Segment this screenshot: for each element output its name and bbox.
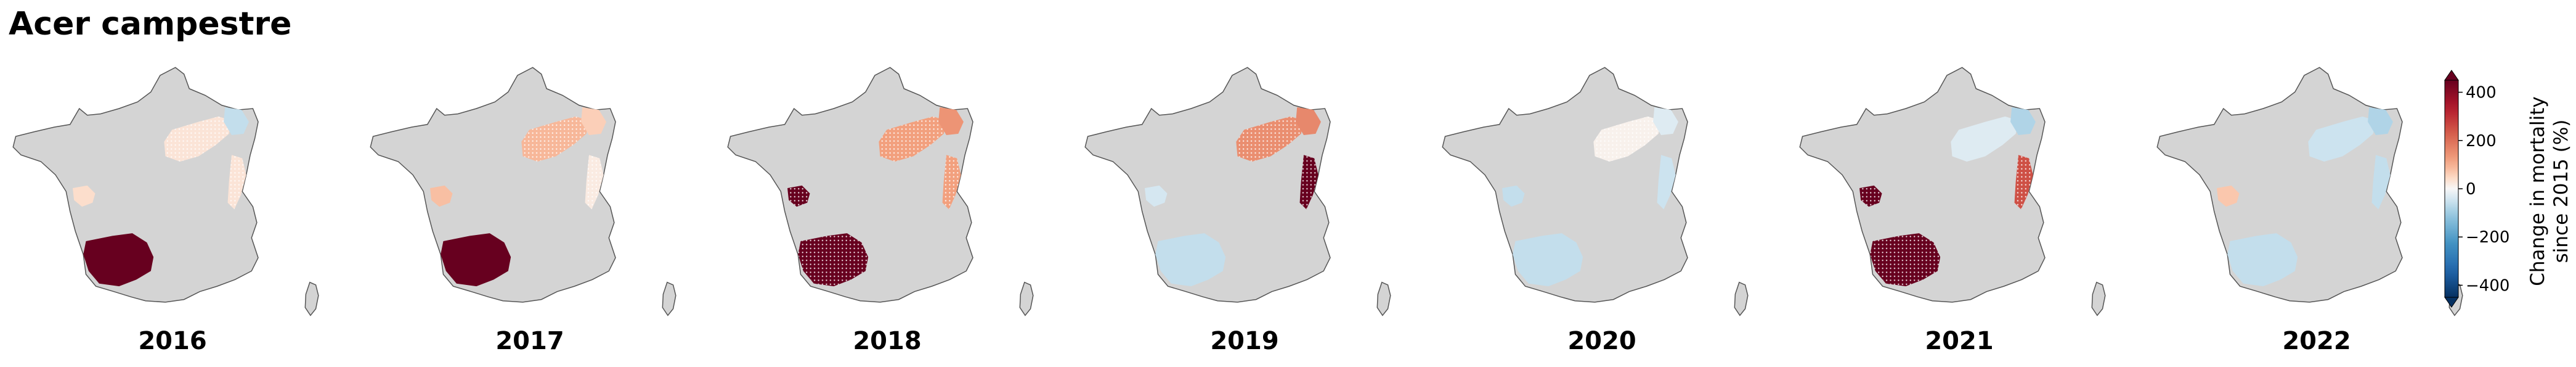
france-map (370, 67, 677, 316)
panel-year-label: 2021 (1925, 327, 1994, 355)
france-map (2156, 67, 2463, 316)
region-charente-coast (1145, 185, 1168, 207)
region-alps-jura-hatch (942, 155, 961, 210)
region-northeast-plateau-hatch (1593, 116, 1661, 162)
corsica-outline (662, 281, 677, 316)
region-southwest-landes-hatch (798, 233, 869, 287)
region-northeast-plateau (1951, 116, 2018, 162)
map-panel-2016: 2016 (6, 56, 351, 364)
map-panel-2020: 2020 (1436, 56, 1781, 364)
colorbar-label-line1: Change in mortality (2527, 96, 2549, 286)
colorbar: 400 200 0 −200 −400 Change in mortality sinc… (2434, 68, 2575, 315)
region-lorraine (2010, 107, 2036, 135)
corsica-outline (1019, 281, 1034, 316)
colorbar-extend-min (2444, 297, 2459, 308)
map-panel-2022: 2022 (2150, 56, 2495, 364)
region-northeast-plateau-hatch (879, 116, 946, 162)
colorbar-label-line2: since 2015 (%) (2550, 119, 2572, 263)
region-charente-coast (2217, 185, 2240, 207)
corsica-outline (1734, 281, 1749, 316)
region-charente-coast (73, 185, 95, 207)
colorbar-tick-label: −200 (2466, 228, 2509, 247)
figure-title: Acer campestre (9, 6, 292, 43)
region-northeast-plateau-hatch (1236, 116, 1304, 162)
panel-year-label: 2018 (853, 327, 922, 355)
france-map (1084, 67, 1391, 316)
panel-year-label: 2022 (2282, 327, 2351, 355)
panel-year-label: 2019 (1210, 327, 1279, 355)
region-charente-coast-hatch (787, 185, 810, 207)
region-lorraine (938, 107, 964, 135)
region-alps-jura-hatch (227, 155, 246, 210)
france-map (727, 67, 1034, 316)
colorbar-tick-label: 0 (2466, 180, 2476, 199)
map-panel-2017: 2017 (364, 56, 709, 364)
colorbar-gradient (2444, 80, 2459, 298)
region-northeast-plateau-hatch (521, 116, 589, 162)
corsica-outline (2091, 281, 2106, 316)
colorbar-tick-label: 200 (2466, 132, 2497, 151)
colorbar-scale: 400 200 0 −200 −400 (2444, 70, 2509, 308)
region-charente-coast-hatch (1859, 185, 1882, 207)
france-map (1799, 67, 2106, 316)
region-northeast-plateau-hatch (164, 116, 232, 162)
region-alps-jura (1657, 155, 1676, 210)
map-panel-2018: 2018 (721, 56, 1066, 364)
region-lorraine (2368, 107, 2393, 135)
region-northeast-plateau (2308, 116, 2376, 162)
region-southwest-landes (2227, 233, 2298, 287)
region-southwest-landes (83, 233, 154, 287)
colorbar-tick-label: 400 (2466, 84, 2497, 102)
region-charente-coast (430, 185, 453, 207)
region-alps-jura-hatch (585, 155, 604, 210)
region-lorraine (224, 107, 249, 135)
france-map (12, 67, 319, 316)
colorbar-tick-label: −400 (2466, 276, 2509, 295)
colorbar-label: Change in mortality since 2015 (%) (2526, 80, 2575, 302)
panel-year-label: 2016 (138, 327, 207, 355)
region-southwest-landes (1513, 233, 1583, 287)
panel-year-label: 2020 (1567, 327, 1636, 355)
region-alps-jura-hatch (1299, 155, 1318, 210)
region-charente-coast (1502, 185, 1525, 207)
colorbar-extend-max (2444, 70, 2459, 81)
region-southwest-landes (441, 233, 511, 287)
map-panel-2019: 2019 (1078, 56, 1423, 364)
region-alps-jura (2371, 155, 2391, 210)
region-southwest-landes (1155, 233, 1226, 287)
corsica-outline (304, 281, 319, 316)
france-map (1442, 67, 1749, 316)
map-panel-2021: 2021 (1793, 56, 2138, 364)
region-lorraine (1653, 107, 1678, 135)
panel-year-label: 2017 (495, 327, 564, 355)
region-southwest-landes-hatch (1870, 233, 1941, 287)
region-alps-jura-hatch (2014, 155, 2033, 210)
region-lorraine (581, 107, 606, 135)
corsica-outline (1376, 281, 1391, 316)
region-lorraine (1296, 107, 1321, 135)
